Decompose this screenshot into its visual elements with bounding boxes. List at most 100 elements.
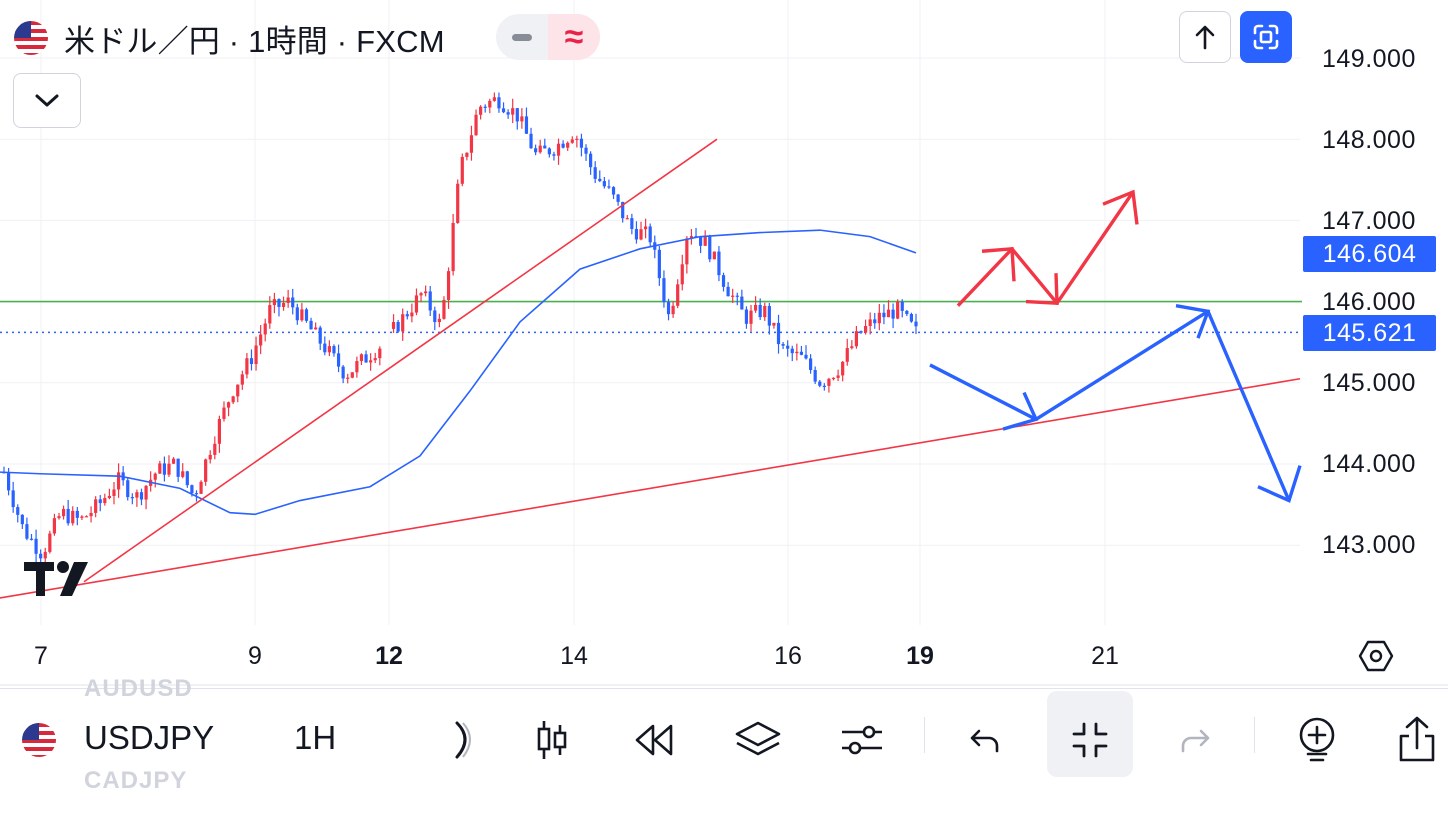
collapse-legend-button[interactable] <box>13 73 81 128</box>
time-axis-label: 16 <box>774 642 802 670</box>
undo-icon[interactable] <box>954 709 1016 771</box>
candle-body <box>552 154 556 156</box>
price-chart[interactable] <box>0 0 1448 690</box>
candle-body <box>795 351 799 354</box>
blue-arrowhead <box>1257 465 1302 503</box>
candle-body <box>863 326 868 333</box>
candle-body <box>868 319 872 327</box>
candle-body <box>204 459 208 482</box>
candle-body <box>240 374 244 385</box>
redo-icon[interactable] <box>1164 709 1226 771</box>
candle-body <box>272 299 276 306</box>
candle-body <box>589 153 593 168</box>
candle-body <box>332 346 336 354</box>
approx-icon[interactable]: ≈ <box>548 14 600 60</box>
time-axis-label: 19 <box>906 642 934 670</box>
candle-body <box>373 358 377 361</box>
candle-body <box>419 293 423 296</box>
candle-body <box>534 148 538 153</box>
exit-fullscreen-button[interactable] <box>1047 691 1133 777</box>
candle-body <box>61 508 66 517</box>
candle-body <box>84 516 89 518</box>
fullscreen-button[interactable] <box>1240 11 1292 63</box>
candle-body <box>405 314 409 317</box>
candle-body <box>94 499 98 513</box>
candle-body <box>873 319 877 324</box>
candle-body <box>401 314 405 332</box>
symbol-list-prev[interactable]: AUDUSD <box>84 675 193 702</box>
exit-fullscreen-icon[interactable] <box>1059 709 1121 771</box>
candle-body <box>575 138 579 140</box>
share-icon[interactable] <box>1386 709 1448 771</box>
candle-body <box>579 138 584 148</box>
candle-body <box>103 498 107 504</box>
candle-body <box>593 167 597 179</box>
scroll-up-button[interactable] <box>1179 11 1231 63</box>
candle-body <box>144 485 148 500</box>
candle-body <box>822 385 826 388</box>
candle-body <box>98 499 102 504</box>
candle-body <box>625 218 629 220</box>
candle-body <box>657 249 661 279</box>
candle-body <box>208 454 212 460</box>
candle-body <box>116 472 121 490</box>
candle-body <box>135 492 139 498</box>
us-flag-icon <box>22 723 56 757</box>
chart-header[interactable]: 米ドル／円 · 1時間 · FXCM <box>14 16 445 60</box>
candle-body <box>153 473 157 480</box>
candle-body <box>309 320 313 330</box>
candle-body <box>126 480 130 498</box>
candle-body <box>648 226 652 243</box>
candle-body <box>469 135 474 153</box>
us-flag-icon <box>14 21 48 55</box>
candle-body <box>424 291 428 294</box>
candle-body <box>497 97 501 109</box>
candle-body <box>460 156 464 184</box>
candle-body <box>598 178 602 182</box>
chart-settings-icon[interactable] <box>1358 638 1394 674</box>
candle-body <box>749 310 753 324</box>
add-alert-icon[interactable] <box>1286 709 1348 771</box>
candle-body <box>524 116 529 134</box>
layers-icon[interactable] <box>727 709 789 771</box>
candle-body <box>859 331 863 333</box>
candle-body <box>359 354 364 362</box>
candle-body <box>515 108 519 122</box>
minus-icon[interactable] <box>496 14 548 60</box>
candle-body <box>48 533 52 552</box>
candle-body <box>268 305 272 324</box>
candle-body <box>671 305 675 315</box>
candle-body <box>318 327 322 344</box>
candles-icon[interactable] <box>521 709 583 771</box>
candle-body <box>465 152 469 157</box>
symbol-list-next[interactable]: CADJPY <box>84 767 188 794</box>
interval-button[interactable]: 1H <box>294 719 337 756</box>
candle-body <box>602 181 606 187</box>
candle-body <box>167 463 171 475</box>
candle-body <box>181 471 185 477</box>
candle-body <box>767 306 771 326</box>
blue-arrowhead <box>1175 303 1211 339</box>
candle-body <box>291 297 295 308</box>
candle-body <box>818 381 822 386</box>
symbol-button[interactable]: USDJPY <box>84 719 215 756</box>
candle-body <box>446 271 451 300</box>
candle-body <box>905 310 909 315</box>
candle-body <box>378 348 382 359</box>
replay-icon[interactable] <box>623 709 685 771</box>
candle-body <box>676 284 680 306</box>
indicator-icon[interactable] <box>428 709 490 771</box>
red-path-arrow <box>956 191 1135 307</box>
candle-body <box>39 553 43 559</box>
scale-mode-toggle[interactable]: ≈ <box>496 14 600 60</box>
settings-sliders-icon[interactable] <box>831 709 893 771</box>
candle-body <box>474 114 478 136</box>
candle-body <box>336 353 341 367</box>
last-price-tag: 145.621 <box>1303 315 1436 351</box>
candle-body <box>845 348 849 362</box>
candle-body <box>758 304 762 318</box>
candle-body <box>584 147 588 154</box>
candle-body <box>286 297 290 303</box>
candle-body <box>162 463 167 475</box>
toolbar-divider <box>924 717 925 753</box>
